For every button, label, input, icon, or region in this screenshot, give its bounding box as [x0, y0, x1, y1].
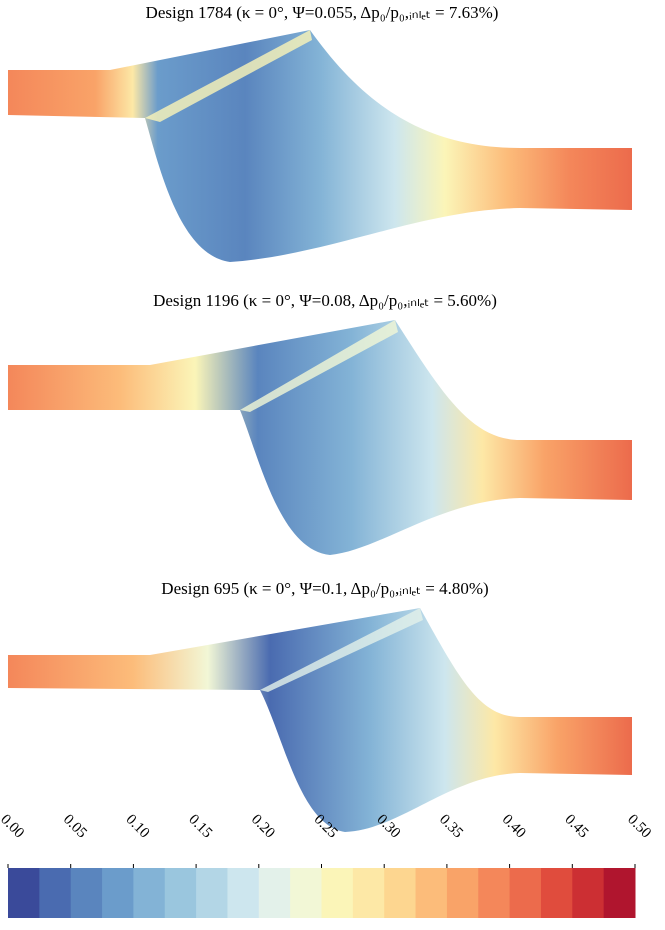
colorbar-tick-label: 0.10: [123, 812, 153, 842]
colorbar-tick-label: 0.35: [436, 812, 466, 842]
colorbar-segment: [102, 868, 134, 918]
panel-title: Design 1196 (κ = 0°, Ψ=0.08, Δp₀/p₀,ᵢₙₗₑ…: [153, 291, 497, 310]
colorbar-segment: [70, 868, 103, 918]
colorbar-segment: [572, 868, 605, 918]
colorbar-segment: [384, 868, 417, 918]
contour-field: [8, 30, 632, 262]
colorbar-tick-label: 0.15: [185, 812, 215, 842]
colorbar-tick-label: 0.00: [0, 812, 27, 842]
colorbar-tick-label: 0.05: [60, 812, 90, 842]
colorbar-segment: [603, 868, 636, 918]
panel-title: Design 695 (κ = 0°, Ψ=0.1, Δp₀/p₀,ᵢₙₗₑₜ …: [161, 579, 488, 598]
colorbar-segment: [258, 868, 291, 918]
colorbar-tick-label: 0.45: [561, 812, 591, 842]
blade: [145, 30, 312, 122]
contour-field: [8, 608, 632, 832]
colorbar-segment: [164, 868, 197, 918]
colorbar-segment: [227, 868, 260, 918]
blade: [260, 608, 423, 692]
colorbar-segment: [540, 868, 573, 918]
colorbar-segment: [8, 868, 40, 918]
colorbar-segment: [290, 868, 322, 918]
colorbar-segment: [321, 868, 354, 918]
colorbar-segment: [352, 868, 385, 918]
colorbar-segment: [509, 868, 542, 918]
colorbar-segment: [478, 868, 511, 918]
panel-title: Design 1784 (κ = 0°, Ψ=0.055, Δp₀/p₀,ᵢₙₗ…: [146, 3, 499, 22]
colorbar-segment: [133, 868, 166, 918]
colorbar-segment: [39, 868, 72, 918]
contour-field: [8, 320, 632, 555]
colorbar-tick-label: 0.40: [499, 812, 529, 842]
colorbar: 0.00 0.05 0.10 0.15 0.20 0.25 0.30 0.35 0.40 0.45…: [0, 812, 654, 918]
colorbar-tick-label: 0.20: [248, 812, 278, 842]
colorbar-segment: [415, 868, 448, 918]
colorbar-segment: [196, 868, 228, 918]
colorbar-segment: [446, 868, 479, 918]
blade: [240, 320, 398, 412]
colorbar-tick-label: 0.50: [624, 812, 654, 842]
